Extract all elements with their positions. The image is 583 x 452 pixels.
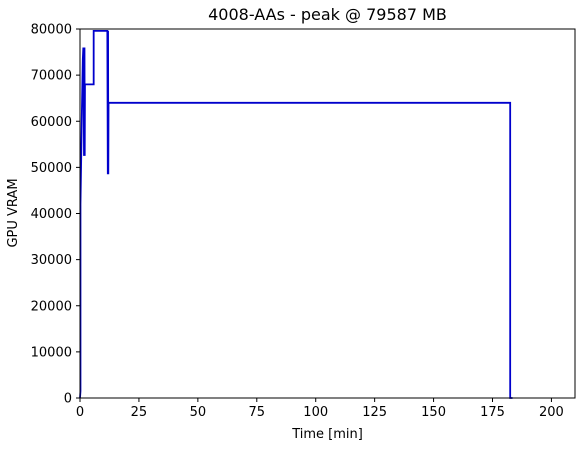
series-layer [79, 29, 513, 399]
axes: 0 25 50 75 100 125 150 175 200 0 10000 20000 30000 40… [31, 23, 576, 420]
x-tick-label: 0 [76, 405, 84, 420]
y-tick-label: 20000 [31, 299, 72, 314]
x-tick-label: 150 [421, 405, 446, 420]
chart-title: 4008-AAs - peak @ 79587 MB [208, 5, 447, 24]
y-tick-label: 50000 [31, 161, 72, 176]
series-line-1 [79, 29, 513, 399]
x-tick-label: 100 [303, 405, 328, 420]
x-tick-label: 50 [190, 405, 207, 420]
x-tick-label: 175 [480, 405, 505, 420]
x-tick-label: 75 [249, 405, 266, 420]
x-axis-label: Time [min] [291, 427, 363, 442]
y-tick-label: 40000 [31, 207, 72, 222]
x-tick-label: 200 [539, 405, 564, 420]
x-tick-label: 25 [131, 405, 148, 420]
y-tick-label: 0 [64, 392, 72, 407]
y-tick-label: 60000 [31, 115, 72, 130]
y-tick-label: 70000 [31, 69, 72, 84]
x-tick-label: 125 [362, 405, 387, 420]
plot-frame [79, 28, 576, 399]
y-tick-label: 10000 [31, 345, 72, 360]
y-tick-label: 80000 [31, 23, 72, 38]
y-tick-label: 30000 [31, 253, 72, 268]
y-axis-label: GPU VRAM [6, 178, 21, 247]
